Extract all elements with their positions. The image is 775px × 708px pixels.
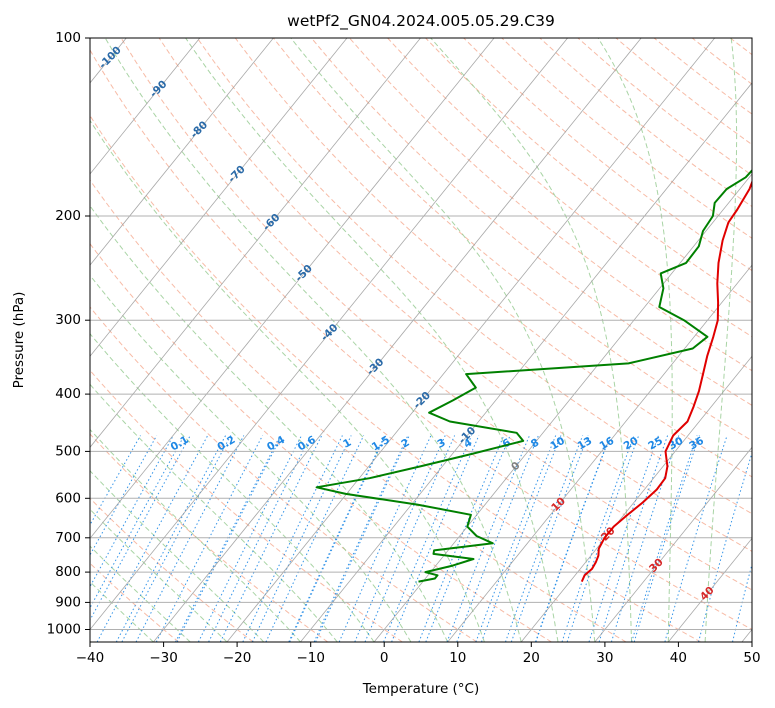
moist-adiabat (104, 38, 522, 642)
moist-adiabat (430, 38, 632, 642)
mixing-ratio-line (197, 435, 302, 642)
moist-adiabat (90, 274, 412, 642)
dry-adiabat (158, 38, 752, 552)
mixing-ratio-line (505, 435, 584, 642)
mixing-ratio-line (175, 435, 281, 642)
x-tick-label: 0 (380, 650, 389, 666)
dewpoint-profile (315, 169, 752, 583)
x-tick-label: 30 (596, 650, 613, 666)
mixing-ratio-line (208, 435, 312, 642)
isotherm-line (90, 38, 495, 539)
isotherm-line (373, 173, 752, 642)
mixing-ratio-line (456, 435, 539, 642)
mixing-ratio-lines (90, 435, 775, 643)
y-tick-label: 200 (55, 208, 81, 224)
mixing-ratio-line (219, 435, 323, 642)
isotherm-line (300, 82, 752, 642)
isotherm-line (90, 38, 568, 631)
x-tick-label: 40 (670, 650, 687, 666)
mixing-ratio-line (475, 435, 557, 642)
dry-adiabat (90, 49, 752, 631)
y-tick-label: 600 (55, 490, 81, 506)
dry-adiabat (196, 38, 752, 515)
dry-adiabat (90, 114, 701, 642)
dry-adiabat (90, 433, 329, 642)
sounding-profiles (315, 169, 752, 583)
isotherm-line (226, 38, 716, 642)
moist-adiabat (90, 205, 449, 642)
isotherm-line (90, 38, 274, 266)
y-tick-label: 500 (55, 443, 81, 459)
mixing-ratio-line (155, 435, 264, 642)
x-tick-label: −40 (76, 650, 105, 666)
moist-adiabat (90, 332, 375, 642)
x-tick-label: 10 (449, 650, 466, 666)
y-axis-label: Pressure (hPa) (11, 292, 27, 389)
chart-title: wetPf2_GN04.2024.005.05.29.C39 (287, 12, 555, 31)
mixing-ratio-line (90, 435, 174, 588)
mixing-ratio-line (90, 435, 185, 609)
mixing-ratio-line (510, 435, 589, 642)
mixing-ratio-line (425, 435, 511, 642)
isotherm-line (90, 38, 348, 357)
y-tick-label: 100 (55, 30, 81, 46)
mixing-ratio-line (418, 435, 505, 642)
x-tick-label: −20 (223, 650, 252, 666)
y-tick-label: 700 (55, 530, 81, 546)
dry-adiabat (90, 242, 552, 642)
mixing-ratio-line (90, 435, 191, 622)
isotherm-line (90, 38, 421, 448)
mixing-ratio-line (364, 435, 456, 642)
dry-adiabat (234, 38, 752, 478)
dry-adiabat (90, 306, 478, 642)
moist-adiabat (704, 38, 738, 642)
isotherm-line (153, 38, 642, 642)
x-tick-label: 50 (743, 650, 760, 666)
isotherm-line (90, 38, 201, 175)
x-tick-label: −30 (149, 650, 178, 666)
mixing-ratio-line (135, 435, 245, 642)
dry-adiabat (349, 38, 752, 372)
mixing-ratio-line (90, 435, 158, 556)
mixing-ratio-line (338, 435, 432, 642)
dry-adiabat (90, 562, 179, 642)
mixing-ratio-line (767, 436, 775, 643)
y-tick-label: 900 (55, 594, 81, 610)
plot-frame (89, 37, 753, 643)
mixing-ratio-line (446, 435, 530, 642)
mixing-ratio-line (481, 435, 562, 642)
x-axis-label: Temperature (°C) (362, 681, 480, 697)
dry-adiabat (90, 179, 627, 642)
isotherm-line (447, 264, 752, 642)
mixing-ratio-line (698, 451, 752, 642)
dry-adiabat (120, 38, 752, 591)
moist-adiabat (90, 470, 265, 642)
isotherm-line (594, 446, 752, 642)
moist-adiabat (597, 38, 673, 642)
y-tick-label: 1000 (47, 622, 81, 638)
y-tick-label: 300 (55, 312, 81, 328)
moist-adiabat (290, 38, 596, 642)
dry-adiabat (90, 497, 254, 642)
mixing-ratio-line (664, 435, 728, 642)
mixing-ratio-line (535, 435, 611, 642)
dry-adiabat (311, 38, 752, 406)
mixing-ratio-line (354, 435, 446, 642)
pressure-gridlines (90, 38, 752, 630)
temperature-profile (580, 179, 752, 583)
mixing-ratio-line (176, 435, 283, 642)
y-tick-label: 400 (55, 386, 81, 402)
moist-adiabat (90, 508, 228, 642)
axis-ticks: −40 −30 −20 −10 0 10 20 30 40 50 100 200 300 400 500 60… (47, 30, 761, 666)
mixing-ratio-line (96, 435, 209, 642)
y-tick-label: 800 (55, 564, 81, 580)
x-tick-label: 20 (523, 650, 540, 666)
x-tick-label: −10 (296, 650, 325, 666)
isotherm-line (667, 537, 752, 642)
